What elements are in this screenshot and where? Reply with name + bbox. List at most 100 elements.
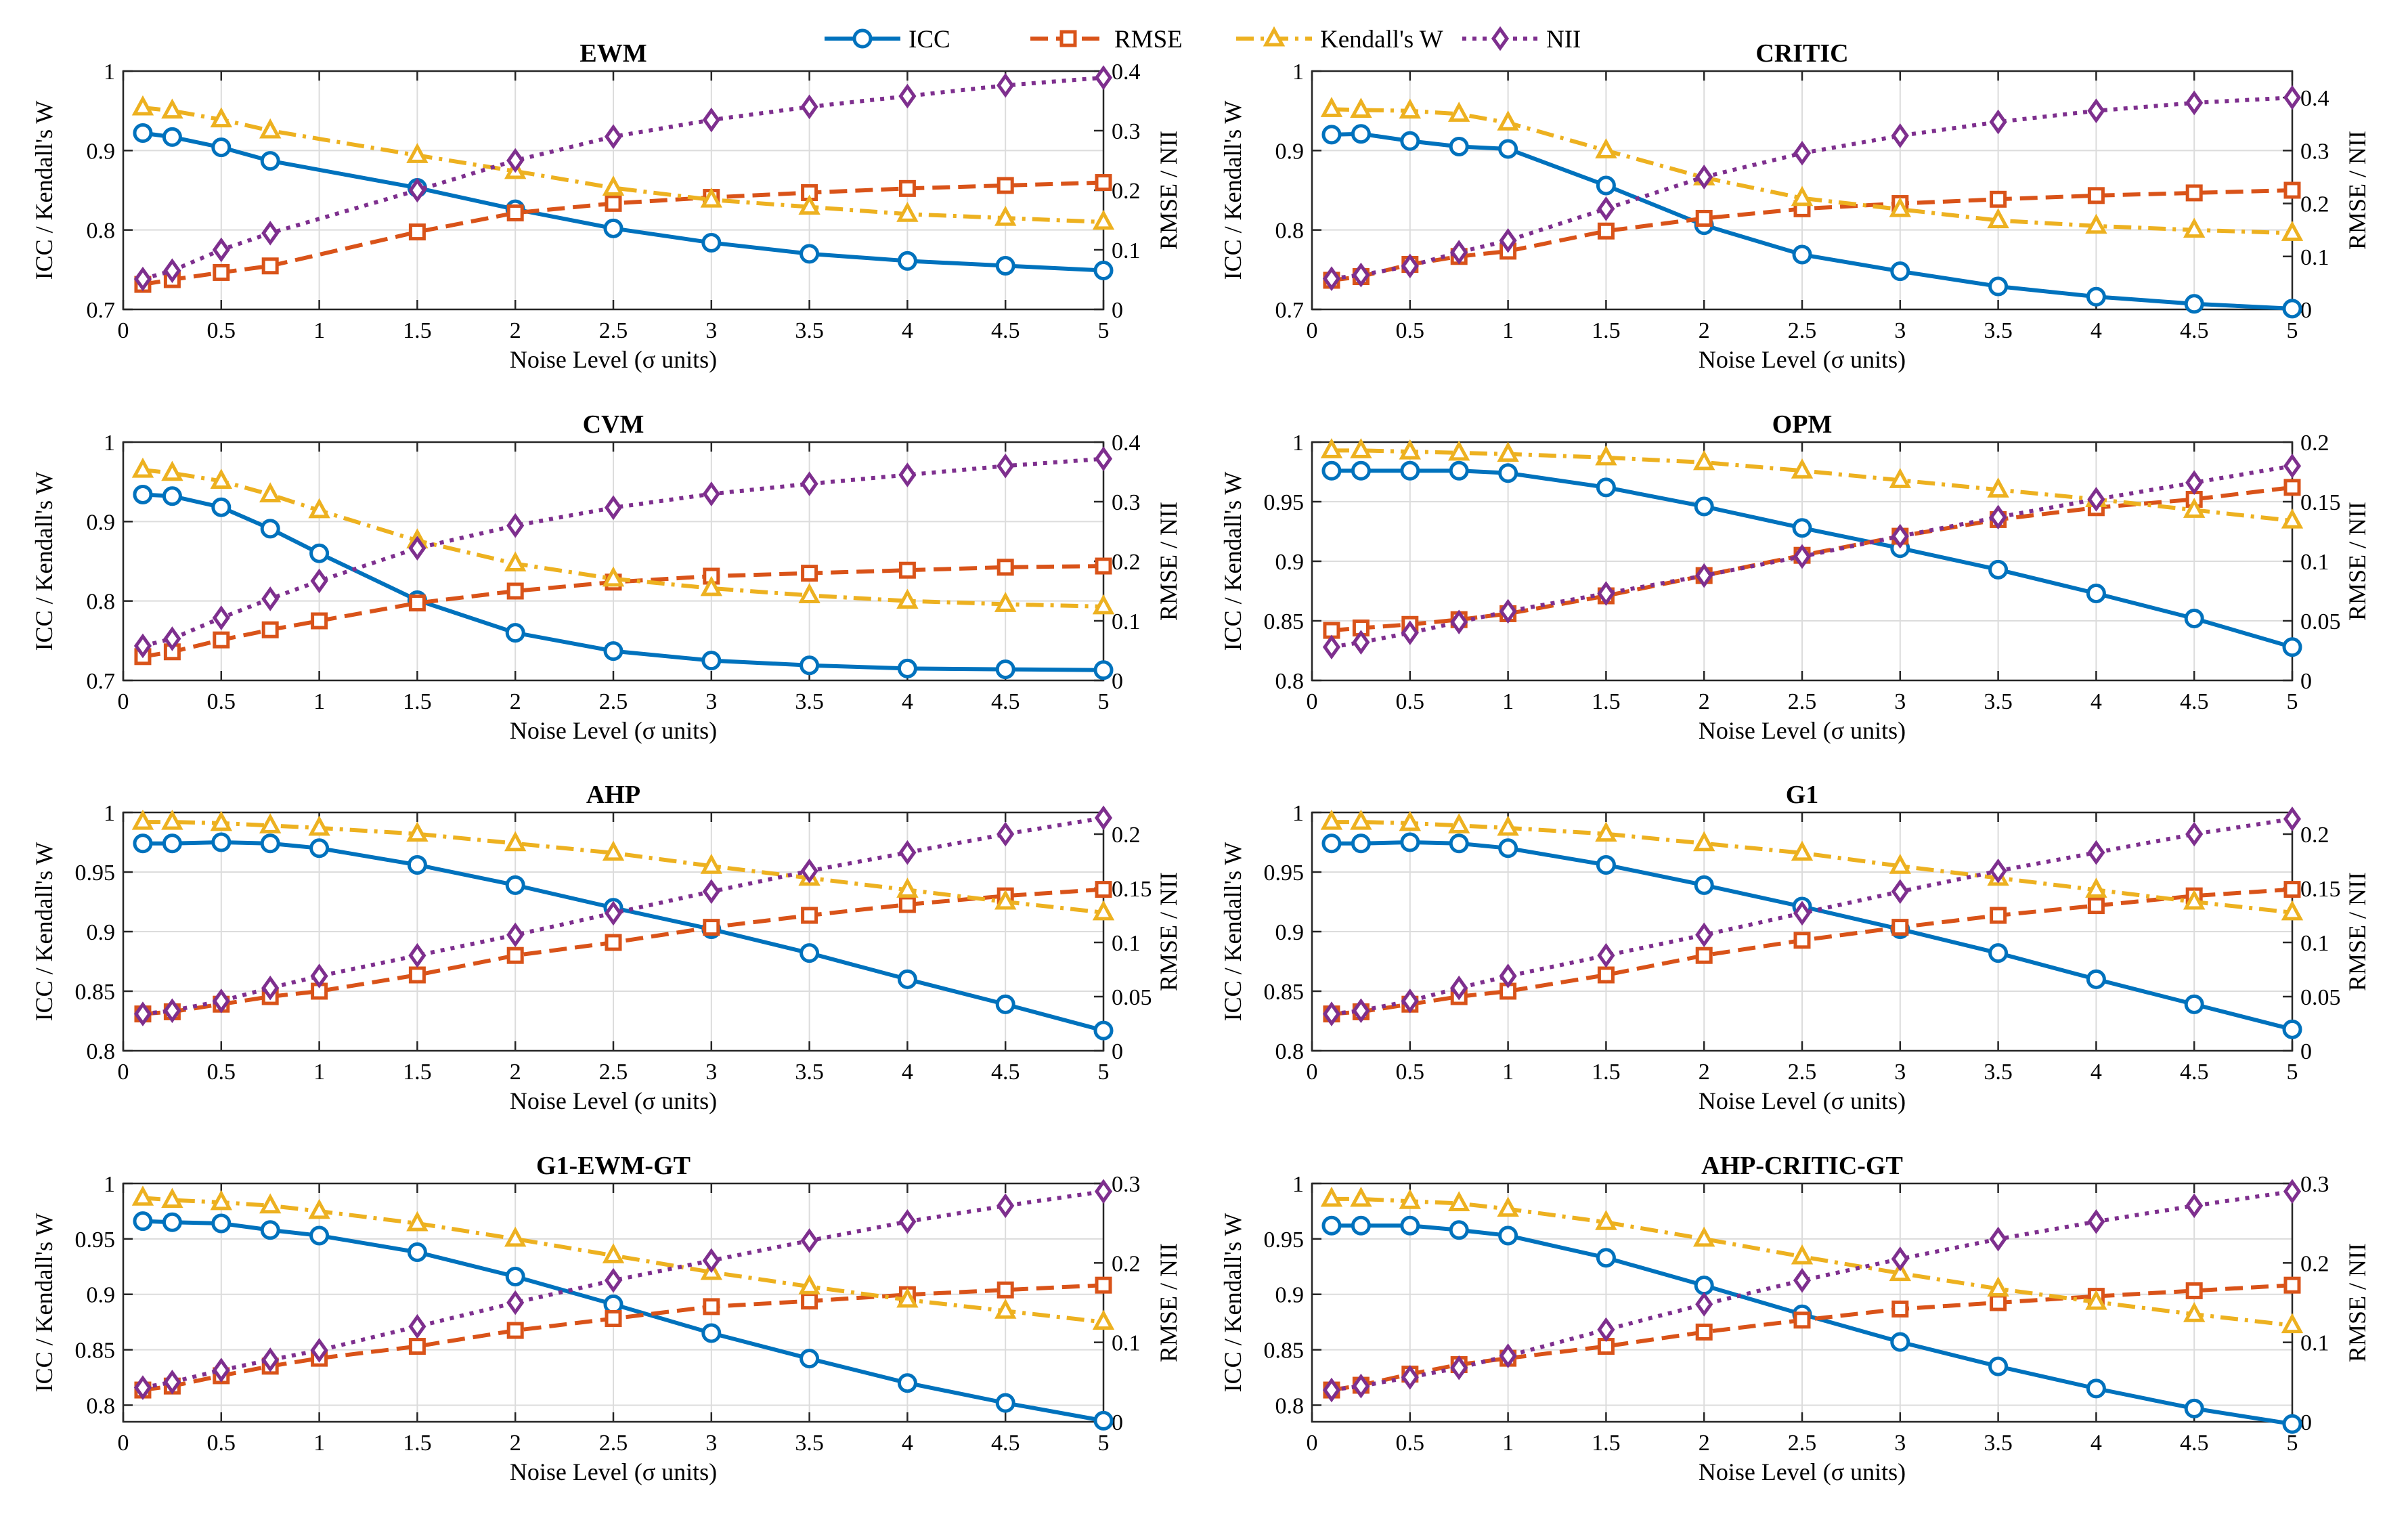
data-point xyxy=(602,1243,625,1263)
data-point xyxy=(994,592,1017,612)
data-point xyxy=(1401,620,1419,645)
data-point xyxy=(1595,1210,1617,1230)
data-point xyxy=(506,148,525,173)
data-point xyxy=(1450,609,1468,635)
x-tick-label: 0.5 xyxy=(207,1060,236,1085)
series-line xyxy=(1331,1283,2293,1393)
x-tick-label: 3 xyxy=(1894,689,1906,714)
data-point xyxy=(1988,559,2009,580)
data-point xyxy=(701,232,722,253)
data-point xyxy=(1498,463,1518,483)
y2-tick-label: 0.4 xyxy=(1112,60,1141,85)
series-line xyxy=(1331,485,2293,633)
data-point xyxy=(1793,544,1812,569)
data-point xyxy=(1694,875,1714,895)
x-tick-label: 4 xyxy=(902,689,913,714)
series-line xyxy=(1331,448,2293,523)
x-tick-label: 5 xyxy=(1098,689,1110,714)
data-point xyxy=(2183,1301,2206,1322)
data-point xyxy=(1350,438,1372,458)
series-kendall-s-w xyxy=(131,95,1115,230)
data-point xyxy=(801,1292,818,1310)
data-point xyxy=(1692,831,1715,852)
y-tick-label: 0.85 xyxy=(1264,609,1305,634)
y2-axis-label: RMSE / NII xyxy=(1155,131,1182,250)
data-point xyxy=(703,919,720,936)
data-point xyxy=(1447,440,1470,461)
data-point xyxy=(2183,217,2206,238)
data-point xyxy=(1321,1215,1342,1236)
y2-tick-label: 0.05 xyxy=(2300,609,2341,634)
data-point xyxy=(1498,838,1518,858)
data-point xyxy=(2185,1282,2203,1299)
x-tick-label: 0 xyxy=(1307,689,1318,714)
series-line xyxy=(142,131,1104,273)
data-point xyxy=(1450,975,1468,1001)
data-point xyxy=(133,266,152,292)
y2-axis-label: RMSE / NII xyxy=(2344,1243,2371,1362)
y-axis-label: ICC / Kendall's W xyxy=(30,101,58,280)
series-line xyxy=(142,816,1104,1016)
x-tick-label: 1 xyxy=(1502,1431,1514,1456)
y2-tick-label: 0.3 xyxy=(2300,1172,2329,1197)
data-point xyxy=(1497,1196,1519,1217)
data-point xyxy=(1351,124,1371,144)
data-point xyxy=(408,536,426,561)
y2-tick-label: 0.1 xyxy=(2300,931,2329,956)
series-nii xyxy=(133,65,1113,292)
data-point xyxy=(210,469,233,489)
data-point xyxy=(131,457,154,478)
data-point xyxy=(1597,966,1615,984)
data-point xyxy=(1095,1276,1112,1294)
data-point xyxy=(1093,1410,1114,1431)
data-point xyxy=(1092,209,1115,230)
data-point xyxy=(1891,523,1909,549)
x-tick-label: 2 xyxy=(510,689,521,714)
x-axis-label: Noise Level (σ units) xyxy=(510,346,717,373)
data-point xyxy=(1595,821,1617,842)
data-point xyxy=(1695,563,1713,588)
series-line xyxy=(142,1283,1104,1393)
y-tick-label: 1 xyxy=(104,431,115,456)
y2-tick-label: 0.15 xyxy=(2300,877,2341,902)
x-tick-label: 3.5 xyxy=(795,689,824,714)
data-point xyxy=(1497,110,1519,131)
data-point xyxy=(407,1242,427,1263)
data-point xyxy=(1793,900,1812,926)
chart-title: AHP xyxy=(586,781,640,809)
y-tick-label: 0.9 xyxy=(87,920,116,945)
data-point xyxy=(995,994,1015,1014)
data-point xyxy=(1791,458,1814,479)
data-point xyxy=(1498,1225,1518,1246)
data-point xyxy=(1321,833,1342,854)
y2-tick-label: 0 xyxy=(2300,1410,2312,1435)
data-point xyxy=(133,1001,152,1026)
grid xyxy=(123,812,1103,1051)
data-point xyxy=(1449,1220,1469,1240)
data-point xyxy=(1499,963,1517,988)
data-point xyxy=(505,875,525,895)
x-tick-label: 3 xyxy=(705,318,717,343)
data-point xyxy=(133,484,153,504)
y2-tick-label: 0.05 xyxy=(2300,985,2341,1010)
data-point xyxy=(1793,1267,1812,1293)
data-point xyxy=(1094,1179,1113,1204)
data-point xyxy=(1351,1215,1371,1236)
data-point xyxy=(309,1225,330,1246)
data-point xyxy=(1695,1323,1713,1341)
x-tick-label: 3 xyxy=(705,1060,717,1085)
data-point xyxy=(1597,1317,1615,1343)
data-point xyxy=(1399,439,1422,460)
series-icc xyxy=(1321,832,2302,1039)
y-tick-label: 0.9 xyxy=(1275,920,1305,945)
data-point xyxy=(504,551,527,572)
x-tick-label: 2.5 xyxy=(599,689,628,714)
data-point xyxy=(1352,630,1370,655)
data-point xyxy=(1891,879,1909,905)
data-point xyxy=(2086,969,2106,989)
data-point xyxy=(700,575,723,596)
x-tick-label: 0 xyxy=(1307,1060,1318,1085)
data-point xyxy=(212,1357,230,1383)
data-point xyxy=(1093,1020,1114,1041)
data-point xyxy=(2283,479,2301,496)
